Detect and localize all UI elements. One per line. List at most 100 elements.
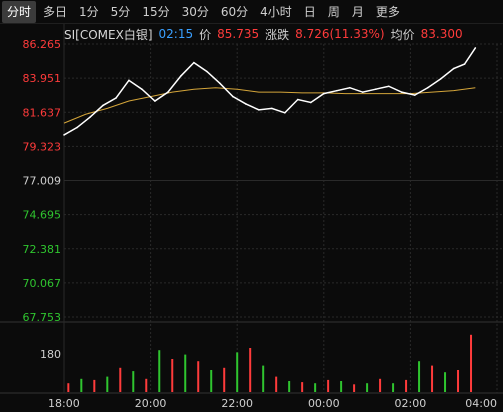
time-axis-label-0: 18:00	[48, 397, 80, 410]
volume-bar-29	[444, 372, 447, 392]
price-line	[63, 47, 476, 136]
tab-3[interactable]: 5分	[110, 4, 131, 19]
price-axis-label-4: 77.009	[23, 175, 62, 188]
volume-bar-4	[119, 367, 122, 392]
price-point-1	[76, 126, 78, 129]
volume-bar-16	[275, 376, 278, 392]
tab-0[interactable]: 分时	[2, 0, 37, 23]
volume-bar-2	[93, 379, 96, 392]
quote-time: 02:15	[158, 27, 194, 41]
price-point-31	[463, 63, 466, 65]
avg-value: 83.300	[420, 27, 463, 41]
volume-bar-30	[457, 370, 460, 392]
volume-bar-28	[431, 365, 434, 392]
tab-9[interactable]: 周	[327, 4, 340, 19]
volume-bar-1	[80, 378, 83, 392]
price-point-27	[413, 94, 416, 96]
volume-bar-21	[340, 381, 343, 392]
volume-bar-8	[171, 359, 174, 392]
volume-bar-26	[405, 379, 408, 392]
price-point-18	[297, 98, 299, 101]
volume-bar-7	[158, 350, 161, 392]
price-point-26	[400, 91, 403, 93]
price-point-25	[387, 85, 390, 88]
price-point-3	[102, 104, 104, 107]
tab-1[interactable]: 多日	[43, 4, 68, 19]
volume-bar-13	[236, 352, 239, 392]
price-point-20	[323, 92, 325, 95]
time-axis-label-3: 00:00	[308, 397, 340, 410]
price-axis-label-2: 81.637	[23, 106, 62, 119]
volume-bar-10	[197, 361, 200, 392]
price-point-29	[439, 78, 442, 80]
volume-bar-19	[314, 383, 317, 392]
tab-11[interactable]: 更多	[375, 4, 400, 19]
avg-price-line	[63, 87, 476, 124]
time-axis-label-2: 22:00	[221, 397, 253, 410]
time-axis-label-4: 02:00	[395, 397, 427, 410]
tab-10[interactable]: 月	[351, 4, 364, 19]
volume-bar-31	[470, 334, 473, 392]
price-axis-label-3: 79.323	[23, 140, 62, 153]
tab-2[interactable]: 1分	[79, 4, 99, 19]
price-point-12	[219, 82, 221, 85]
price-point-14	[245, 103, 247, 105]
price-point-30	[452, 67, 455, 70]
price-point-2	[89, 116, 91, 119]
volume-bar-22	[353, 384, 356, 392]
price-point-23	[361, 91, 364, 93]
volume-axis-label: 180	[40, 348, 61, 361]
price-point-19	[310, 101, 312, 104]
price-point-17	[284, 111, 286, 114]
volume-bar-20	[327, 379, 330, 392]
price-point-0	[63, 134, 65, 136]
volume-bar-25	[392, 383, 395, 392]
volume-bar-24	[379, 378, 382, 392]
price-axis-label-6: 72.381	[23, 243, 62, 256]
tab-6[interactable]: 60分	[220, 4, 249, 19]
avg-label: 均价	[390, 27, 415, 42]
price-point-8	[167, 91, 169, 93]
volume-bar-6	[145, 378, 148, 392]
price-point-32	[474, 47, 477, 49]
quote-header: SI[COMEX白银] 02:15 价 85.735 涨跌 8.726(11.3…	[64, 25, 503, 43]
price-point-9	[180, 75, 182, 77]
symbol-name: SI[COMEX白银]	[64, 27, 153, 42]
volume-bar-23	[366, 383, 369, 392]
volume-bar-17	[288, 381, 291, 392]
price-point-28	[426, 86, 429, 89]
price-point-11	[206, 70, 208, 73]
volume-bar-0	[67, 383, 70, 392]
tab-8[interactable]: 日	[303, 4, 316, 19]
price-axis-label-5: 74.695	[23, 209, 62, 222]
tab-4[interactable]: 15分	[142, 4, 170, 19]
volume-bar-27	[418, 361, 421, 392]
price-label: 价	[199, 27, 212, 42]
price-point-13	[232, 95, 234, 98]
price-axis-label-8: 67.753	[23, 311, 62, 324]
volume-bar-9	[184, 354, 187, 392]
price-point-16	[271, 107, 273, 110]
time-axis-label-5: 04:00	[465, 397, 497, 410]
price-point-5	[128, 79, 130, 82]
price-point-15	[258, 109, 260, 111]
price-point-22	[348, 86, 351, 89]
volume-bar-5	[132, 371, 135, 392]
change-value: 8.726(11.33%)	[295, 27, 385, 41]
price-point-6	[141, 88, 143, 91]
price-value: 85.735	[217, 27, 260, 41]
price-axis-label-7: 70.067	[23, 277, 62, 290]
time-axis-label-1: 20:00	[135, 397, 167, 410]
volume-bar-3	[106, 376, 109, 392]
price-point-7	[154, 100, 156, 102]
volume-bar-15	[262, 365, 265, 392]
price-point-21	[335, 89, 338, 92]
volume-bar-18	[301, 382, 304, 392]
tab-5[interactable]: 30分	[181, 4, 209, 19]
price-point-4	[115, 97, 117, 99]
volume-bar-14	[249, 348, 252, 392]
tab-7[interactable]: 4小时	[260, 4, 292, 19]
price-point-10	[193, 61, 195, 64]
